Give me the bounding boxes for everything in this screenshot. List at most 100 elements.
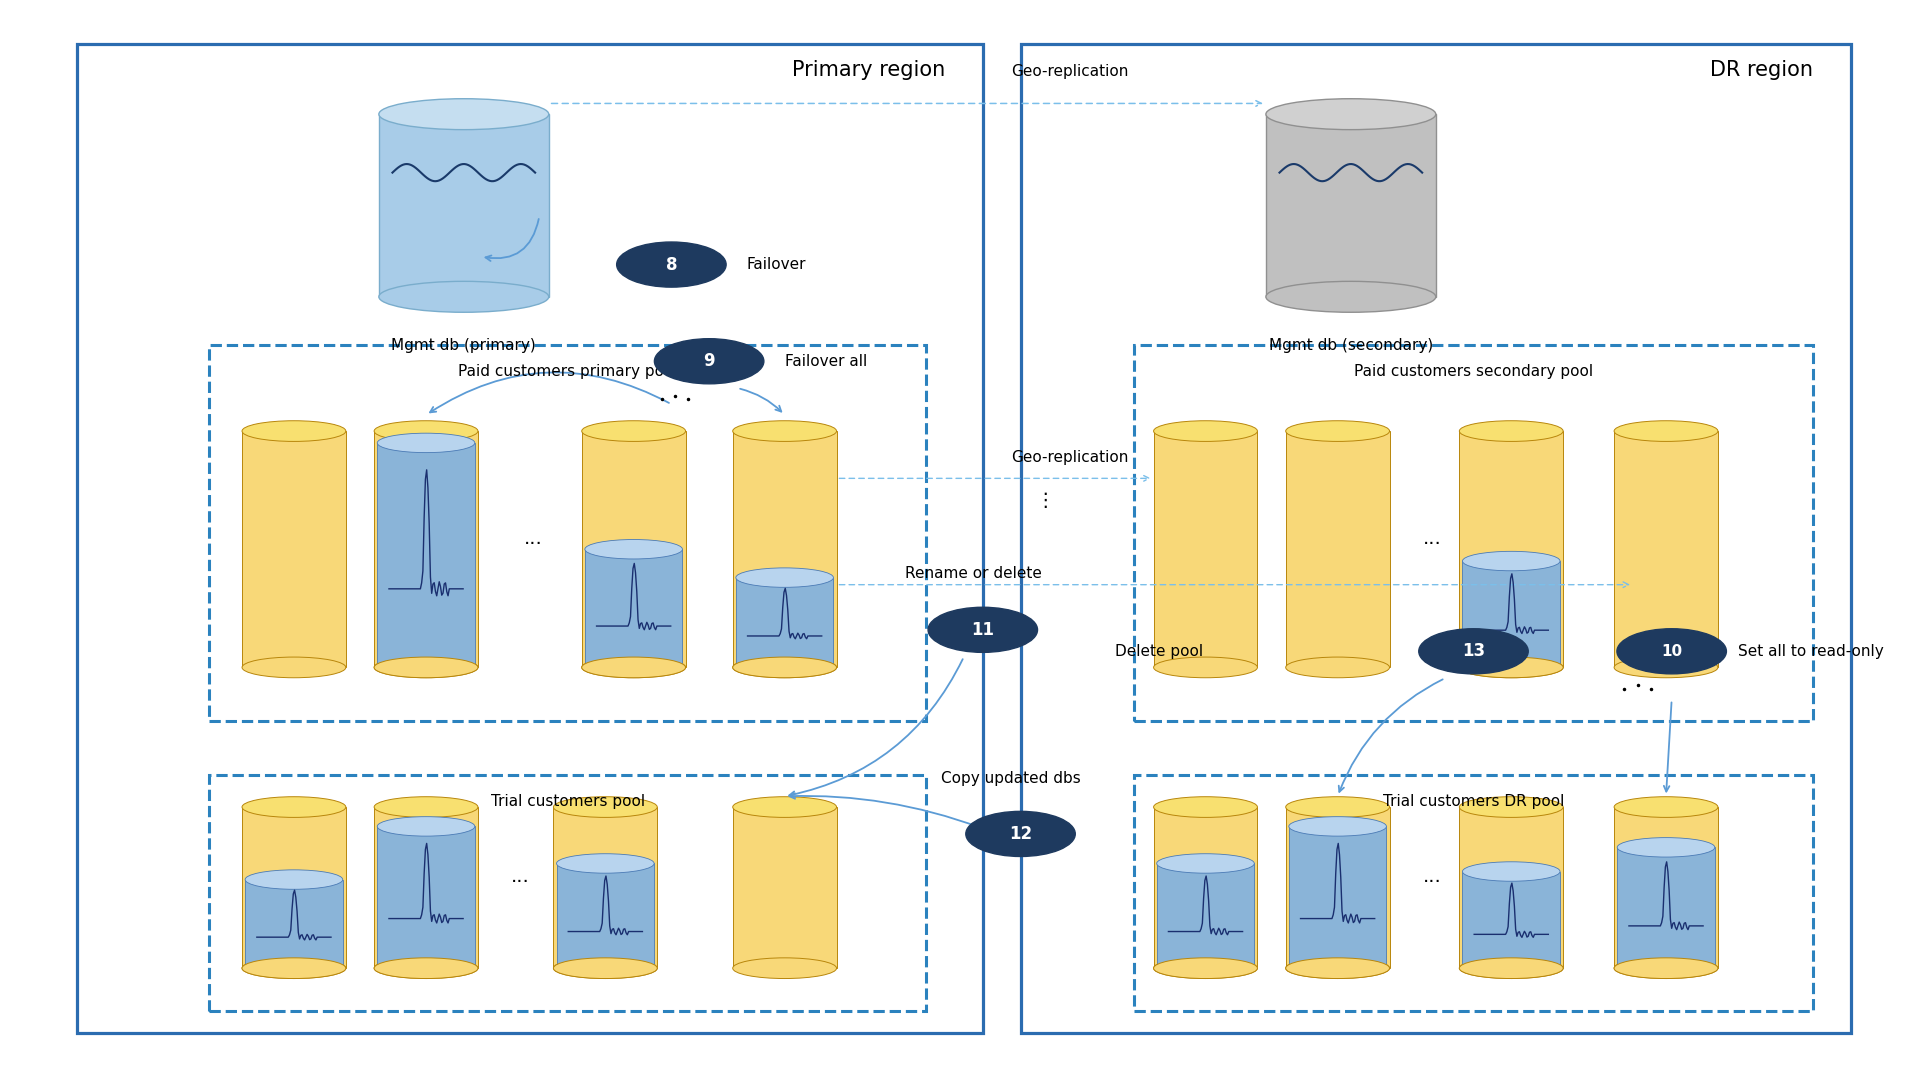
Bar	[1618, 848, 1716, 968]
Ellipse shape	[1614, 957, 1718, 979]
Text: Geo-replication: Geo-replication	[1010, 64, 1129, 79]
Ellipse shape	[378, 816, 475, 836]
Bar	[1459, 431, 1562, 668]
Ellipse shape	[374, 797, 477, 817]
Bar	[242, 807, 345, 968]
Ellipse shape	[581, 657, 686, 677]
Bar	[1288, 826, 1386, 968]
Ellipse shape	[1459, 657, 1562, 677]
Ellipse shape	[1154, 421, 1258, 442]
Ellipse shape	[374, 421, 477, 442]
Bar	[1614, 431, 1718, 668]
Ellipse shape	[966, 811, 1075, 856]
Bar	[380, 114, 548, 297]
Text: DR region: DR region	[1710, 60, 1813, 81]
Text: 8: 8	[665, 255, 677, 274]
Bar	[1265, 114, 1436, 297]
Text: ⋮: ⋮	[1035, 491, 1054, 510]
Ellipse shape	[1463, 862, 1560, 881]
Ellipse shape	[242, 957, 345, 979]
Bar	[1156, 864, 1254, 968]
Text: Failover: Failover	[748, 257, 807, 272]
Bar	[585, 549, 682, 668]
Text: 11: 11	[972, 620, 995, 639]
Bar	[556, 864, 654, 968]
Bar	[1614, 807, 1718, 968]
Ellipse shape	[242, 797, 345, 817]
Bar	[736, 577, 834, 668]
Ellipse shape	[374, 957, 477, 979]
Bar	[209, 774, 926, 1011]
Ellipse shape	[554, 957, 658, 979]
Bar	[378, 826, 475, 968]
Ellipse shape	[732, 421, 836, 442]
Ellipse shape	[1459, 797, 1562, 817]
Ellipse shape	[1265, 281, 1436, 312]
Bar	[209, 345, 926, 722]
Ellipse shape	[732, 797, 836, 817]
Text: Primary region: Primary region	[792, 60, 945, 81]
Text: 9: 9	[704, 352, 715, 370]
Ellipse shape	[380, 281, 548, 312]
Ellipse shape	[1286, 797, 1390, 817]
Bar	[245, 880, 343, 968]
Text: ...: ...	[512, 867, 529, 886]
Ellipse shape	[732, 657, 836, 677]
Text: ...: ...	[523, 529, 543, 548]
Ellipse shape	[732, 657, 836, 677]
Text: Copy updated dbs: Copy updated dbs	[941, 770, 1081, 785]
Bar	[1133, 345, 1813, 722]
Bar	[1154, 807, 1258, 968]
Ellipse shape	[1459, 421, 1562, 442]
Ellipse shape	[556, 854, 654, 873]
Ellipse shape	[1614, 957, 1718, 979]
Ellipse shape	[1463, 551, 1560, 571]
Ellipse shape	[1154, 797, 1258, 817]
Text: Paid customers secondary pool: Paid customers secondary pool	[1353, 364, 1593, 379]
Ellipse shape	[585, 540, 682, 559]
Bar	[378, 443, 475, 668]
Bar	[581, 431, 686, 668]
Bar	[1020, 44, 1852, 1033]
Ellipse shape	[1614, 421, 1718, 442]
Ellipse shape	[1419, 629, 1528, 674]
Ellipse shape	[374, 657, 477, 677]
Ellipse shape	[1286, 657, 1390, 677]
Bar	[1154, 431, 1258, 668]
Bar	[732, 807, 836, 968]
Ellipse shape	[1154, 957, 1258, 979]
Ellipse shape	[242, 657, 345, 677]
Ellipse shape	[1616, 629, 1727, 674]
Text: ...: ...	[1422, 867, 1442, 886]
Ellipse shape	[1614, 797, 1718, 817]
Text: Delete pool: Delete pool	[1116, 644, 1204, 659]
Ellipse shape	[1618, 838, 1716, 857]
Text: ...: ...	[1422, 529, 1442, 548]
Bar	[77, 44, 983, 1033]
Ellipse shape	[1154, 657, 1258, 677]
Ellipse shape	[1156, 854, 1254, 873]
Text: Mgmt db (secondary): Mgmt db (secondary)	[1269, 337, 1432, 352]
Ellipse shape	[928, 607, 1037, 653]
Ellipse shape	[617, 242, 727, 288]
Ellipse shape	[1265, 99, 1436, 129]
Ellipse shape	[380, 99, 548, 129]
Bar	[732, 431, 836, 668]
Bar	[1286, 807, 1390, 968]
Ellipse shape	[736, 568, 834, 587]
Ellipse shape	[1459, 957, 1562, 979]
Ellipse shape	[1459, 957, 1562, 979]
Text: 13: 13	[1463, 642, 1486, 660]
Ellipse shape	[1286, 957, 1390, 979]
Bar	[1459, 807, 1562, 968]
Ellipse shape	[378, 433, 475, 452]
Ellipse shape	[374, 957, 477, 979]
Bar	[242, 431, 345, 668]
Ellipse shape	[581, 421, 686, 442]
Ellipse shape	[1286, 957, 1390, 979]
Ellipse shape	[1288, 816, 1386, 836]
Text: Trial customers DR pool: Trial customers DR pool	[1382, 794, 1564, 809]
Text: Mgmt db (primary): Mgmt db (primary)	[391, 337, 537, 352]
Bar	[1286, 431, 1390, 668]
Ellipse shape	[374, 657, 477, 677]
